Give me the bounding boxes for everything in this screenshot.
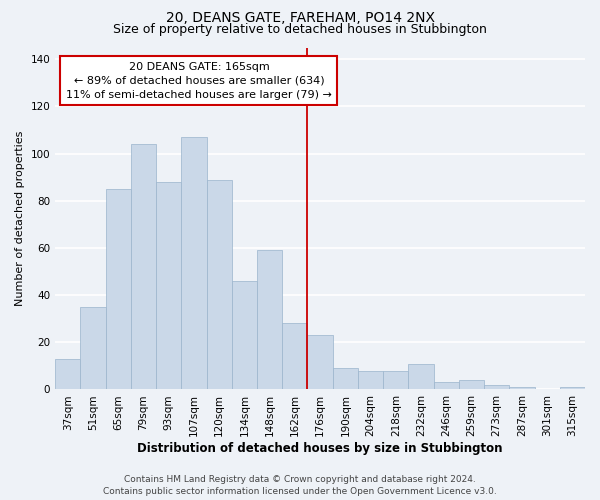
Bar [459,380,484,390]
Bar [181,137,206,390]
Bar [332,368,358,390]
Bar [106,189,131,390]
Bar [560,387,585,390]
Text: 20 DEANS GATE: 165sqm
← 89% of detached houses are smaller (634)
11% of semi-det: 20 DEANS GATE: 165sqm ← 89% of detached … [66,62,332,100]
Bar [484,384,509,390]
Bar [409,364,434,390]
Bar [509,387,535,390]
Y-axis label: Number of detached properties: Number of detached properties [15,131,25,306]
Bar [434,382,459,390]
Bar [307,335,332,390]
Bar [358,370,383,390]
Bar [55,359,80,390]
Bar [131,144,156,390]
Bar [156,182,181,390]
X-axis label: Distribution of detached houses by size in Stubbington: Distribution of detached houses by size … [137,442,503,455]
Bar [257,250,282,390]
Text: Size of property relative to detached houses in Stubbington: Size of property relative to detached ho… [113,22,487,36]
Bar [80,307,106,390]
Text: 20, DEANS GATE, FAREHAM, PO14 2NX: 20, DEANS GATE, FAREHAM, PO14 2NX [166,11,434,25]
Bar [282,324,307,390]
Bar [206,180,232,390]
Bar [232,281,257,390]
Bar [383,370,409,390]
Text: Contains HM Land Registry data © Crown copyright and database right 2024.
Contai: Contains HM Land Registry data © Crown c… [103,474,497,496]
